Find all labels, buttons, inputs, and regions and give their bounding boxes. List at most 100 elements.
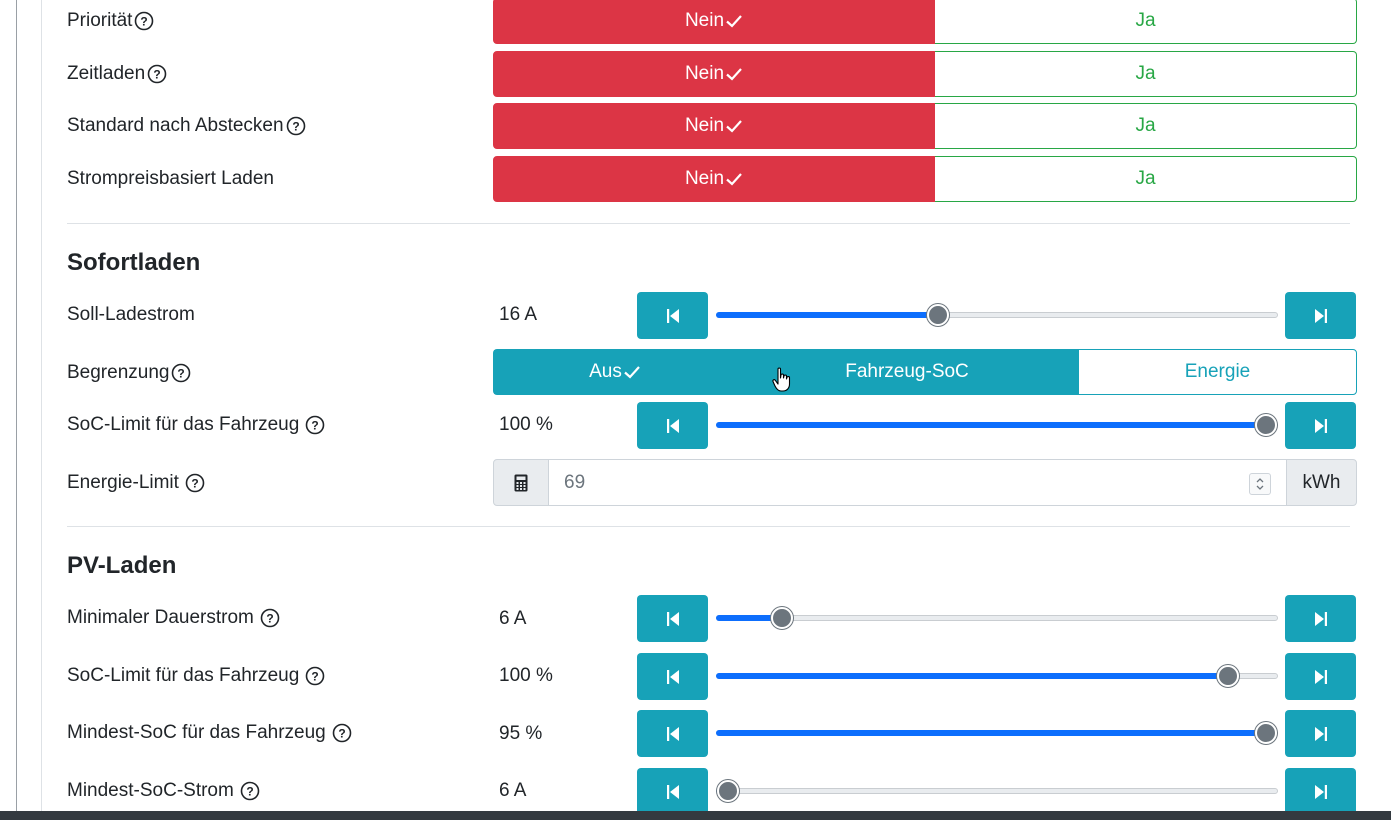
svg-text:?: ? <box>154 68 161 82</box>
pv-soc-limit-label: SoC-Limit für das Fahrzeug ? <box>67 664 325 688</box>
standard-yes-button[interactable]: Ja <box>935 103 1357 149</box>
mindest-soc-slider[interactable] <box>716 722 1278 744</box>
slider-fill <box>716 615 781 621</box>
hand-pointer-icon <box>772 367 791 392</box>
soll-ladestrom-label: Soll-Ladestrom <box>67 304 195 325</box>
mindest-soc-decrease-button[interactable] <box>637 710 708 757</box>
begrenzung-aus-button[interactable]: Aus <box>493 349 736 395</box>
energie-limit-group: 69 kWh <box>493 459 1357 506</box>
slider-thumb[interactable] <box>1255 722 1277 744</box>
soc-limit-slider[interactable] <box>716 414 1278 436</box>
window-edge <box>16 0 17 812</box>
pv-soc-limit-increase-button[interactable] <box>1285 653 1356 700</box>
skip-forward-icon <box>1314 784 1327 799</box>
priority-label: Priorität ? <box>67 9 154 33</box>
skip-forward-icon <box>1314 418 1327 433</box>
svg-text:?: ? <box>246 785 253 799</box>
skip-forward-icon <box>1314 611 1327 626</box>
calculator-icon <box>493 459 549 506</box>
strompreis-yes-button[interactable]: Ja <box>935 156 1357 202</box>
mindest-soc-value: 95 % <box>499 723 543 744</box>
soll-ladestrom-decrease-button[interactable] <box>637 292 708 339</box>
check-icon <box>726 173 742 186</box>
min-dauerstrom-increase-button[interactable] <box>1285 595 1356 642</box>
slider-fill <box>716 422 1265 428</box>
soll-ladestrom-value: 16 A <box>499 304 538 325</box>
check-icon <box>624 366 640 379</box>
min-dauerstrom-slider[interactable] <box>716 607 1278 629</box>
priority-yes-button[interactable]: Ja <box>935 0 1357 44</box>
zeitladen-toggle: Nein Ja <box>493 51 1357 97</box>
slider-thumb[interactable] <box>770 607 793 629</box>
check-icon <box>726 68 742 81</box>
help-icon[interactable]: ? <box>171 363 191 383</box>
priority-no-button[interactable]: Nein <box>493 0 935 44</box>
help-icon[interactable]: ? <box>260 608 280 628</box>
energie-limit-input[interactable]: 69 <box>549 459 1286 506</box>
soc-limit-label: SoC-Limit für das Fahrzeug ? <box>67 413 325 437</box>
skip-backward-icon <box>666 726 679 741</box>
zeitladen-no-button[interactable]: Nein <box>493 51 935 97</box>
standard-toggle: Nein Ja <box>493 103 1357 149</box>
number-spinner-icon[interactable] <box>1249 473 1271 495</box>
skip-backward-icon <box>666 611 679 626</box>
standard-no-button[interactable]: Nein <box>493 103 935 149</box>
strompreis-no-button[interactable]: Nein <box>493 156 935 202</box>
soll-ladestrom-increase-button[interactable] <box>1285 292 1356 339</box>
mindest-soc-strom-increase-button[interactable] <box>1285 768 1356 815</box>
svg-text:?: ? <box>266 612 273 626</box>
slider-thumb[interactable] <box>926 304 949 326</box>
help-icon[interactable]: ? <box>240 781 260 801</box>
help-icon[interactable]: ? <box>332 723 352 743</box>
help-icon[interactable]: ? <box>286 116 306 136</box>
help-icon[interactable]: ? <box>305 666 325 686</box>
begrenzung-energie-button[interactable]: Energie <box>1078 349 1357 395</box>
svg-text:?: ? <box>292 120 299 134</box>
svg-text:?: ? <box>312 419 319 433</box>
skip-backward-icon <box>666 308 679 323</box>
mindest-soc-strom-decrease-button[interactable] <box>637 768 708 815</box>
check-icon <box>726 15 742 28</box>
begrenzung-fahrzeug-soc-button[interactable]: Fahrzeug-SoC <box>736 349 1078 395</box>
settings-card <box>41 0 1391 813</box>
svg-text:?: ? <box>178 367 185 381</box>
skip-backward-icon <box>666 418 679 433</box>
help-icon[interactable]: ? <box>185 473 205 493</box>
mindest-soc-strom-slider[interactable] <box>716 780 1278 802</box>
soc-limit-increase-button[interactable] <box>1285 402 1356 449</box>
pv-soc-limit-decrease-button[interactable] <box>637 653 708 700</box>
energie-limit-unit: kWh <box>1286 459 1357 506</box>
pv-soc-limit-value: 100 % <box>499 665 553 686</box>
energie-limit-label: Energie-Limit ? <box>67 471 205 495</box>
help-icon[interactable]: ? <box>134 11 154 31</box>
divider <box>67 223 1350 224</box>
slider-fill <box>716 673 1228 679</box>
section-title-sofortladen: Sofortladen <box>67 249 201 276</box>
mindest-soc-increase-button[interactable] <box>1285 710 1356 757</box>
slider-thumb[interactable] <box>717 780 739 802</box>
pv-soc-limit-slider[interactable] <box>716 665 1278 687</box>
min-dauerstrom-decrease-button[interactable] <box>637 595 708 642</box>
slider-thumb[interactable] <box>1255 414 1277 436</box>
soc-limit-value: 100 % <box>499 414 553 435</box>
help-icon[interactable]: ? <box>147 64 167 84</box>
skip-backward-icon <box>666 784 679 799</box>
slider-fill <box>716 312 937 318</box>
skip-backward-icon <box>666 669 679 684</box>
skip-forward-icon <box>1314 669 1327 684</box>
zeitladen-yes-button[interactable]: Ja <box>935 51 1357 97</box>
slider-thumb[interactable] <box>1217 665 1240 687</box>
soc-limit-decrease-button[interactable] <box>637 402 708 449</box>
svg-text:?: ? <box>141 15 148 29</box>
svg-text:?: ? <box>338 727 345 741</box>
help-icon[interactable]: ? <box>305 415 325 435</box>
priority-toggle: Nein Ja <box>493 0 1357 44</box>
strompreis-label: Strompreisbasiert Laden <box>67 168 274 189</box>
mindest-soc-strom-value: 6 A <box>499 780 527 801</box>
check-icon <box>726 120 742 133</box>
slider-fill <box>716 730 1265 736</box>
svg-text:?: ? <box>312 670 319 684</box>
soll-ladestrom-slider[interactable] <box>716 304 1278 326</box>
section-title-pvladen: PV-Laden <box>67 552 177 579</box>
mindest-soc-strom-label: Mindest-SoC-Strom ? <box>67 779 260 803</box>
